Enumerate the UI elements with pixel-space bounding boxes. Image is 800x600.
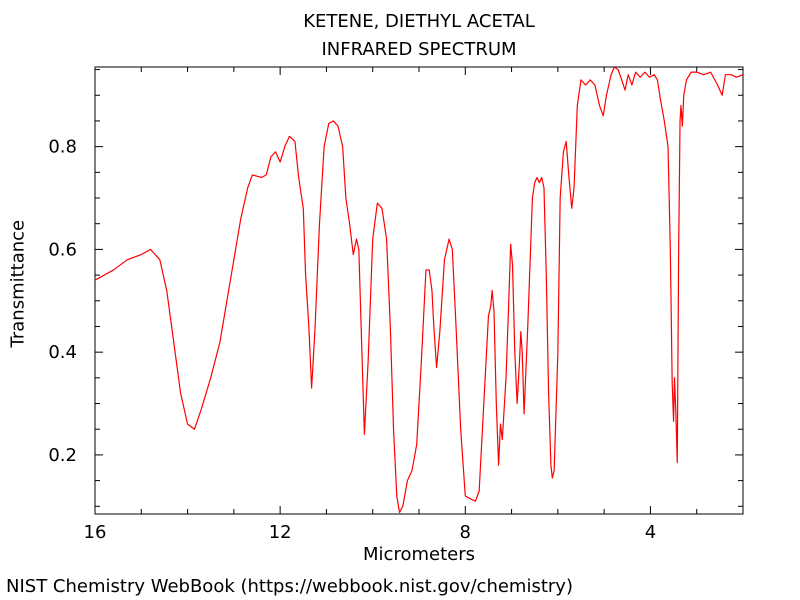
- y-tick-label: 0.8: [48, 137, 77, 158]
- y-tick-label: 0.6: [48, 239, 77, 260]
- x-tick-label: 4: [645, 522, 656, 543]
- chart-subtitle: INFRARED SPECTRUM: [321, 39, 517, 60]
- plot-frame: [94, 66, 744, 515]
- y-axis-label: Transmittance: [7, 219, 29, 348]
- x-tick-label: 16: [84, 522, 107, 543]
- chart-title: KETENE, DIETHYL ACETAL: [303, 11, 535, 32]
- x-axis-label: Micrometers: [363, 544, 475, 565]
- x-tick-label: 12: [269, 522, 292, 543]
- series-layer: [95, 67, 743, 514]
- x-tick-label: 8: [460, 522, 471, 543]
- y-tick-label: 0.2: [48, 445, 77, 466]
- axes-layer: 16 12 8 4 0.2 0.4 0.6 0.8: [48, 66, 744, 543]
- source-footer: NIST Chemistry WebBook (https://webbook.…: [6, 576, 573, 597]
- y-tick-label: 0.4: [48, 342, 77, 363]
- spectrum-line: [95, 67, 743, 514]
